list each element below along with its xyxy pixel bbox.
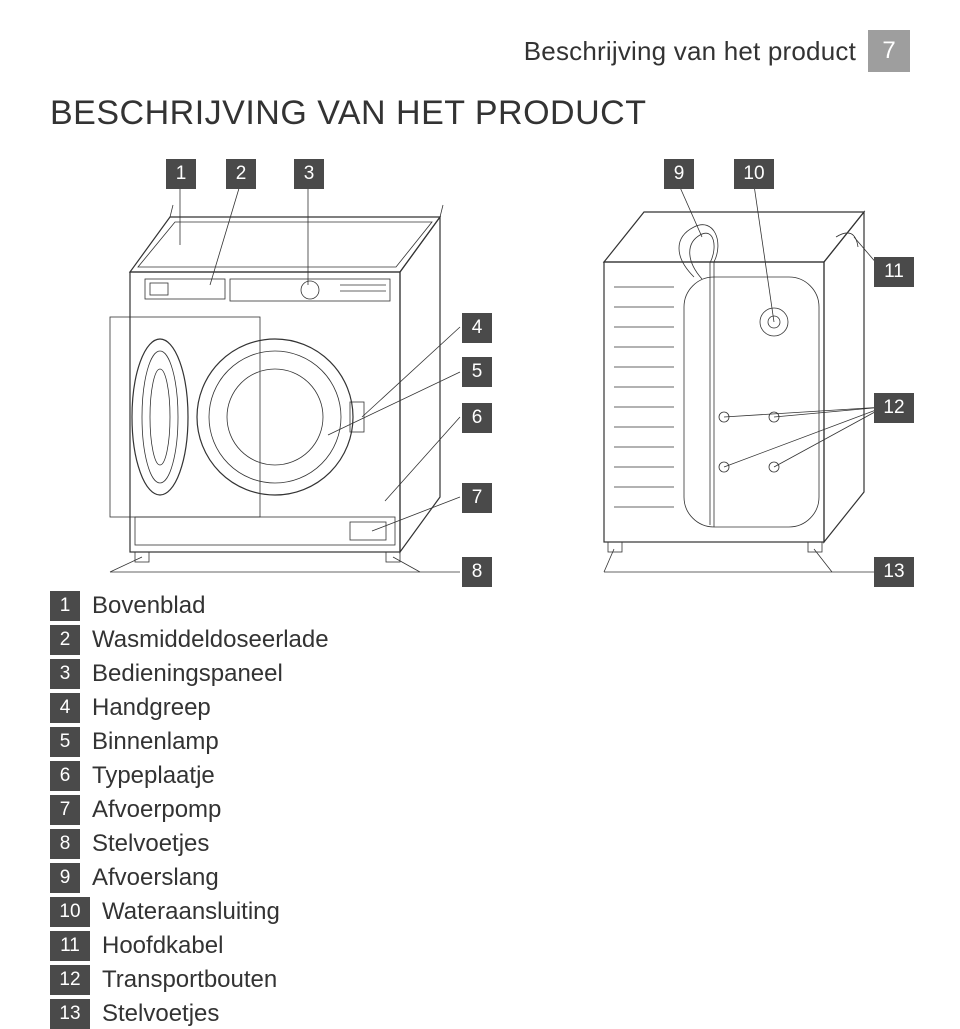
legend-num: 8 (50, 829, 80, 859)
legend-row: 2 Wasmiddeldoseerlade (50, 625, 910, 655)
legend-label: Typeplaatje (92, 762, 215, 790)
legend-num: 6 (50, 761, 80, 791)
legend-num: 12 (50, 965, 90, 995)
legend-row: 4 Handgreep (50, 693, 910, 723)
legend-num: 3 (50, 659, 80, 689)
legend-num: 13 (50, 999, 90, 1029)
legend-row: 3 Bedieningspaneel (50, 659, 910, 689)
legend-label: Stelvoetjes (92, 830, 209, 858)
legend-num: 4 (50, 693, 80, 723)
callout-9: 9 (664, 159, 694, 189)
legend-row: 6 Typeplaatje (50, 761, 910, 791)
legend-label: Afvoerpomp (92, 796, 221, 824)
callout-13: 13 (874, 557, 914, 587)
legend-label: Binnenlamp (92, 728, 219, 756)
legend-row: 13 Stelvoetjes (50, 999, 910, 1029)
legend-num: 9 (50, 863, 80, 893)
legend-row: 10 Wateraansluiting (50, 897, 910, 927)
callout-3: 3 (294, 159, 324, 189)
callout-7: 7 (462, 483, 492, 513)
main-heading: BESCHRIJVING VAN HET PRODUCT (50, 94, 910, 133)
callout-12: 12 (874, 393, 914, 423)
legend-num: 10 (50, 897, 90, 927)
legend-list: 1 Bovenblad 2 Wasmiddeldoseerlade 3 Bedi… (50, 591, 910, 1029)
callout-1: 1 (166, 159, 196, 189)
legend-row: 11 Hoofdkabel (50, 931, 910, 961)
legend-row: 5 Binnenlamp (50, 727, 910, 757)
legend-label: Wasmiddeldoseerlade (92, 626, 329, 654)
legend-row: 1 Bovenblad (50, 591, 910, 621)
legend-label: Wateraansluiting (102, 898, 280, 926)
legend-num: 2 (50, 625, 80, 655)
legend-num: 1 (50, 591, 80, 621)
legend-row: 8 Stelvoetjes (50, 829, 910, 859)
legend-num: 5 (50, 727, 80, 757)
legend-label: Afvoerslang (92, 864, 219, 892)
washer-rear-svg (574, 157, 914, 587)
legend-row: 9 Afvoerslang (50, 863, 910, 893)
callout-8: 8 (462, 557, 492, 587)
legend-label: Hoofdkabel (102, 932, 223, 960)
legend-row: 7 Afvoerpomp (50, 795, 910, 825)
callout-11: 11 (874, 257, 914, 287)
page-number-box: 7 (868, 30, 910, 72)
legend-label: Bedieningspaneel (92, 660, 283, 688)
legend-label: Handgreep (92, 694, 211, 722)
callout-5: 5 (462, 357, 492, 387)
figure-row: 1 2 3 4 5 6 7 8 (50, 157, 910, 587)
callout-4: 4 (462, 313, 492, 343)
legend-num: 11 (50, 931, 90, 961)
legend-label: Stelvoetjes (102, 1000, 219, 1028)
page-section-title: Beschrijving van het product (524, 36, 856, 67)
figure-rear: 9 10 11 12 13 (574, 157, 914, 587)
legend-row: 12 Transportbouten (50, 965, 910, 995)
figure-front: 1 2 3 4 5 6 7 8 (50, 157, 550, 587)
legend-num: 7 (50, 795, 80, 825)
callout-2: 2 (226, 159, 256, 189)
legend-label: Bovenblad (92, 592, 205, 620)
callout-6: 6 (462, 403, 492, 433)
callout-10: 10 (734, 159, 774, 189)
